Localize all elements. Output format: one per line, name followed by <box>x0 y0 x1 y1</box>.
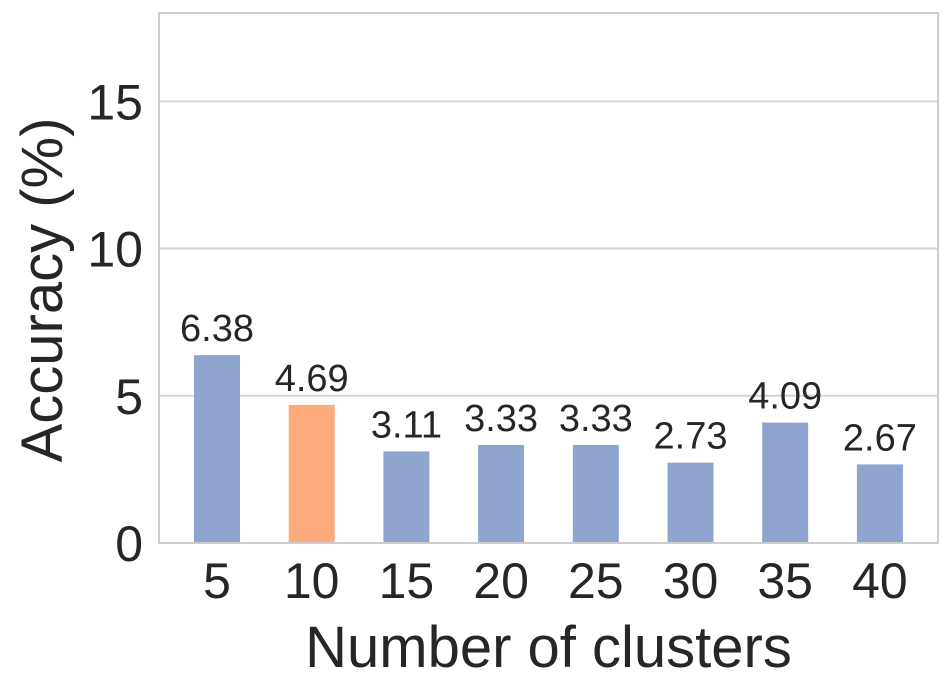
y-tick-label-15: 15 <box>87 74 143 130</box>
y-tick-labels: 0 5 10 15 <box>87 74 143 572</box>
bar-5 <box>194 355 240 543</box>
x-tick-labels: 5 10 15 20 25 30 35 40 <box>203 553 908 609</box>
data-label-20: 3.33 <box>464 398 538 440</box>
x-axis-label: Number of clusters <box>305 615 792 680</box>
bar-40 <box>856 464 903 543</box>
data-label-10: 4.69 <box>275 358 349 400</box>
bar-30 <box>667 462 714 543</box>
bar-10 <box>288 404 335 543</box>
data-label-30: 2.73 <box>654 416 728 458</box>
x-tick-label-20: 20 <box>473 553 529 609</box>
x-tick-label-35: 35 <box>757 553 813 609</box>
data-label-40: 2.67 <box>843 417 917 459</box>
y-tick-label-0: 0 <box>115 516 143 572</box>
grid-lines <box>159 100 938 397</box>
y-tick-label-10: 10 <box>87 222 143 278</box>
data-label-25: 3.33 <box>559 398 633 440</box>
x-tick-label-10: 10 <box>284 553 340 609</box>
x-tick-label-25: 25 <box>568 553 624 609</box>
bars <box>194 355 903 543</box>
plot-frame <box>158 12 939 544</box>
bar-15 <box>383 451 430 543</box>
bar-25 <box>572 444 619 543</box>
data-labels: 6.38 4.69 3.11 3.33 3.33 2.73 4.09 2.67 <box>180 308 917 459</box>
data-label-35: 4.09 <box>748 376 822 418</box>
x-tick-label-30: 30 <box>663 553 719 609</box>
y-tick-label-5: 5 <box>115 369 143 425</box>
x-tick-label-5: 5 <box>203 553 231 609</box>
x-tick-label-40: 40 <box>852 553 908 609</box>
data-label-5: 6.38 <box>180 308 254 350</box>
bar-20 <box>478 444 525 543</box>
y-axis-label: Accuracy (%) <box>10 118 75 463</box>
bar-35 <box>762 422 809 543</box>
x-tick-label-15: 15 <box>379 553 435 609</box>
data-label-15: 3.11 <box>371 404 442 446</box>
